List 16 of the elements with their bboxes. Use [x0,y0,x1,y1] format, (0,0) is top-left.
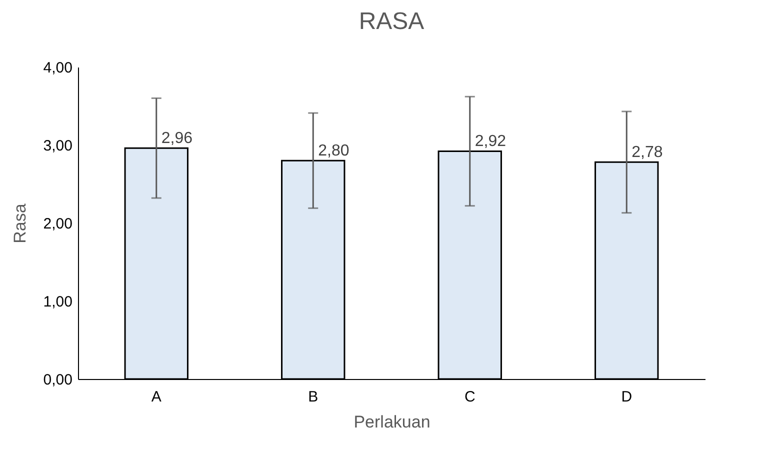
x-tick-label: D [621,388,632,406]
x-tick-label: C [464,388,476,406]
data-label: 2,80 [318,142,350,160]
x-tick-label: A [151,388,162,406]
y-tick-label: 0,00 [43,372,72,388]
y-axis-title: Rasa [10,203,30,244]
y-tick-label: 2,00 [43,216,72,232]
data-label: 2,78 [632,144,663,162]
y-tick-label: 3,00 [43,138,72,154]
data-label: 2,92 [474,133,506,150]
x-tick-label: B [308,388,318,406]
x-axis-title: Perlakuan [354,412,430,432]
chart-title: RASA [358,8,424,35]
data-label: 2,96 [161,130,193,148]
y-tick-label: 4,00 [43,60,72,76]
y-tick-label: 1,00 [43,294,72,310]
